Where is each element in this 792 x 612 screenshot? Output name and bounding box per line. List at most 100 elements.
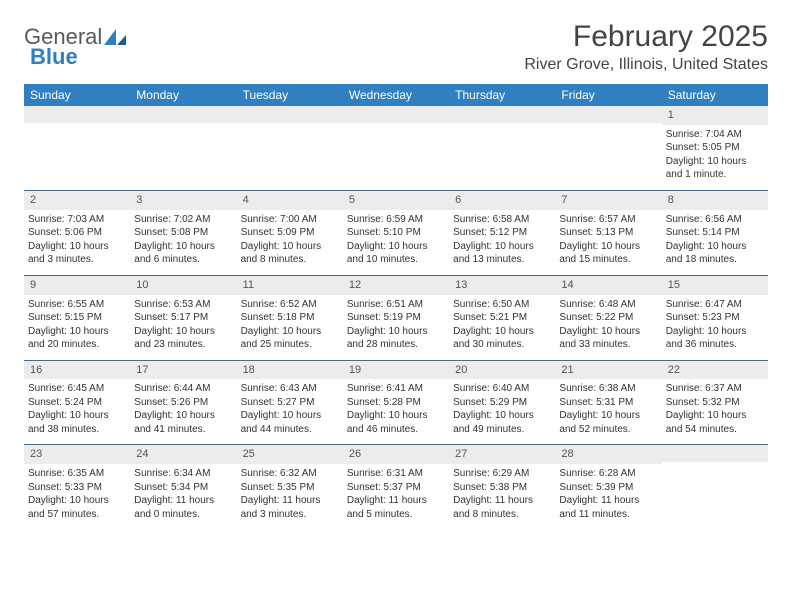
day-number: 16 <box>24 361 130 380</box>
day-header-sunday: Sunday <box>24 84 130 106</box>
sunrise-text: Sunrise: 6:28 AM <box>559 467 657 481</box>
sunrise-text: Sunrise: 6:45 AM <box>28 382 126 396</box>
day-cell <box>24 106 130 190</box>
day-header-monday: Monday <box>130 84 236 106</box>
day-number: 4 <box>237 191 343 210</box>
daylight-text: Daylight: 10 hours and 38 minutes. <box>28 409 126 436</box>
day-number: 21 <box>555 361 661 380</box>
sunset-text: Sunset: 5:28 PM <box>347 396 445 410</box>
daylight-text: Daylight: 10 hours and 1 minute. <box>666 155 764 182</box>
sunrise-text: Sunrise: 6:48 AM <box>559 298 657 312</box>
day-number: 19 <box>343 361 449 380</box>
sunrise-text: Sunrise: 6:34 AM <box>134 467 232 481</box>
daylight-text: Daylight: 10 hours and 6 minutes. <box>134 240 232 267</box>
sunset-text: Sunset: 5:12 PM <box>453 226 551 240</box>
sunrise-text: Sunrise: 6:44 AM <box>134 382 232 396</box>
sunrise-text: Sunrise: 6:29 AM <box>453 467 551 481</box>
day-number: 1 <box>662 106 768 125</box>
sunrise-text: Sunrise: 7:03 AM <box>28 213 126 227</box>
day-cell: 16Sunrise: 6:45 AMSunset: 5:24 PMDayligh… <box>24 361 130 445</box>
sunrise-text: Sunrise: 6:59 AM <box>347 213 445 227</box>
day-number: 23 <box>24 445 130 464</box>
daylight-text: Daylight: 10 hours and 46 minutes. <box>347 409 445 436</box>
day-number: 3 <box>130 191 236 210</box>
sunset-text: Sunset: 5:19 PM <box>347 311 445 325</box>
sunset-text: Sunset: 5:08 PM <box>134 226 232 240</box>
day-number <box>449 106 555 123</box>
day-number: 8 <box>662 191 768 210</box>
sunset-text: Sunset: 5:32 PM <box>666 396 764 410</box>
daylight-text: Daylight: 10 hours and 13 minutes. <box>453 240 551 267</box>
day-header-saturday: Saturday <box>662 84 768 106</box>
sunset-text: Sunset: 5:21 PM <box>453 311 551 325</box>
daylight-text: Daylight: 11 hours and 3 minutes. <box>241 494 339 521</box>
day-number: 18 <box>237 361 343 380</box>
sunset-text: Sunset: 5:09 PM <box>241 226 339 240</box>
daylight-text: Daylight: 10 hours and 15 minutes. <box>559 240 657 267</box>
sunset-text: Sunset: 5:06 PM <box>28 226 126 240</box>
day-cell: 10Sunrise: 6:53 AMSunset: 5:17 PMDayligh… <box>130 276 236 360</box>
sunset-text: Sunset: 5:34 PM <box>134 481 232 495</box>
day-cell <box>555 106 661 190</box>
day-header-tuesday: Tuesday <box>237 84 343 106</box>
day-cell: 12Sunrise: 6:51 AMSunset: 5:19 PMDayligh… <box>343 276 449 360</box>
day-cell: 3Sunrise: 7:02 AMSunset: 5:08 PMDaylight… <box>130 191 236 275</box>
day-number: 15 <box>662 276 768 295</box>
day-header-thursday: Thursday <box>449 84 555 106</box>
daylight-text: Daylight: 10 hours and 52 minutes. <box>559 409 657 436</box>
sunrise-text: Sunrise: 6:35 AM <box>28 467 126 481</box>
sunset-text: Sunset: 5:13 PM <box>559 226 657 240</box>
month-title: February 2025 <box>524 20 768 54</box>
weeks-container: 1Sunrise: 7:04 AMSunset: 5:05 PMDaylight… <box>24 106 768 529</box>
day-number <box>343 106 449 123</box>
day-cell: 4Sunrise: 7:00 AMSunset: 5:09 PMDaylight… <box>237 191 343 275</box>
day-cell: 1Sunrise: 7:04 AMSunset: 5:05 PMDaylight… <box>662 106 768 190</box>
day-cell <box>449 106 555 190</box>
day-cell: 13 Sunrise: 6:50 AMSunset: 5:21 PMDayligh… <box>449 276 555 360</box>
sunset-text: Sunset: 5:10 PM <box>347 226 445 240</box>
week-row: 9Sunrise: 6:55 AMSunset: 5:15 PMDaylight… <box>24 275 768 360</box>
day-cell: 15Sunrise: 6:47 AMSunset: 5:23 PMDayligh… <box>662 276 768 360</box>
logo-sail-icon <box>104 29 126 45</box>
daylight-text: Daylight: 10 hours and 25 minutes. <box>241 325 339 352</box>
day-cell: 28Sunrise: 6:28 AMSunset: 5:39 PMDayligh… <box>555 445 661 529</box>
sunset-text: Sunset: 5:15 PM <box>28 311 126 325</box>
day-cell: 23Sunrise: 6:35 AMSunset: 5:33 PMDayligh… <box>24 445 130 529</box>
day-cell: 26Sunrise: 6:31 AMSunset: 5:37 PMDayligh… <box>343 445 449 529</box>
daylight-text: Daylight: 10 hours and 36 minutes. <box>666 325 764 352</box>
sunset-text: Sunset: 5:31 PM <box>559 396 657 410</box>
day-number: 5 <box>343 191 449 210</box>
day-cell: 6Sunrise: 6:58 AMSunset: 5:12 PMDaylight… <box>449 191 555 275</box>
daylight-text: Daylight: 10 hours and 10 minutes. <box>347 240 445 267</box>
day-number: 22 <box>662 361 768 380</box>
day-cell <box>237 106 343 190</box>
day-cell: 8Sunrise: 6:56 AMSunset: 5:14 PMDaylight… <box>662 191 768 275</box>
daylight-text: Daylight: 10 hours and 23 minutes. <box>134 325 232 352</box>
day-number: 20 <box>449 361 555 380</box>
day-cell: 27Sunrise: 6:29 AMSunset: 5:38 PMDayligh… <box>449 445 555 529</box>
calendar: Sunday Monday Tuesday Wednesday Thursday… <box>24 84 768 529</box>
sunrise-text: Sunrise: 6:47 AM <box>666 298 764 312</box>
day-header-row: Sunday Monday Tuesday Wednesday Thursday… <box>24 84 768 106</box>
daylight-text: Daylight: 10 hours and 49 minutes. <box>453 409 551 436</box>
sunrise-text: Sunrise: 6:43 AM <box>241 382 339 396</box>
day-number: 7 <box>555 191 661 210</box>
daylight-text: Daylight: 10 hours and 30 minutes. <box>453 325 551 352</box>
sunrise-text: Sunrise: 6:41 AM <box>347 382 445 396</box>
day-number <box>130 106 236 123</box>
title-block: February 2025 River Grove, Illinois, Uni… <box>524 20 768 74</box>
sunrise-text: Sunrise: 6:58 AM <box>453 213 551 227</box>
daylight-text: Daylight: 11 hours and 5 minutes. <box>347 494 445 521</box>
day-number: 28 <box>555 445 661 464</box>
daylight-text: Daylight: 10 hours and 54 minutes. <box>666 409 764 436</box>
day-cell: 22Sunrise: 6:37 AMSunset: 5:32 PMDayligh… <box>662 361 768 445</box>
day-number <box>237 106 343 123</box>
day-number: 25 <box>237 445 343 464</box>
day-number: 13 <box>449 276 555 295</box>
day-number: 12 <box>343 276 449 295</box>
day-cell: 20Sunrise: 6:40 AMSunset: 5:29 PMDayligh… <box>449 361 555 445</box>
sunset-text: Sunset: 5:18 PM <box>241 311 339 325</box>
sunrise-text: Sunrise: 7:00 AM <box>241 213 339 227</box>
sunset-text: Sunset: 5:29 PM <box>453 396 551 410</box>
sunrise-text: Sunrise: 6:50 AM <box>453 298 551 312</box>
